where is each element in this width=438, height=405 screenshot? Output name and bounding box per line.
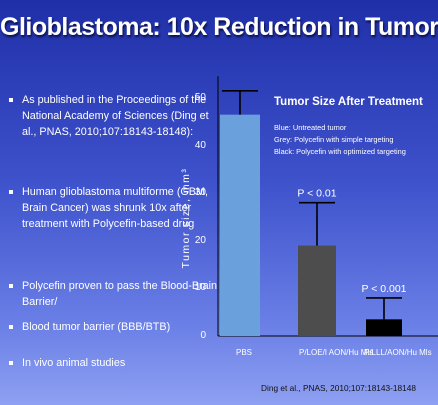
y-tick-label: 50 [194,92,206,103]
slide-title: Glioblastoma: 10x Reduction in Tumor Siz… [0,13,438,41]
legend-entry: Black: Polycefin with optimized targetin… [274,147,406,156]
x-tick-label: P/LOE/I AON/Hu Mls [299,348,374,357]
significance-label-1: P < 0.01 [297,188,336,200]
citation: Ding et al., PNAS, 2010;107:18143-18148 [261,383,416,393]
significance-label-2: P < 0.001 [361,283,406,295]
y-tick-label: 10 [194,282,206,294]
y-axis-label: Tumor size, mm³ [180,167,192,269]
legend-entry: Grey: Polycefin with simple targeting [274,135,394,144]
y-tick-label: 30 [194,187,206,199]
bullet-item: Polycefin proven to pass the Blood-Brain… [8,278,222,310]
x-tick-label: P/LLL/AON/Hu Mls [364,348,432,357]
bar-2 [366,319,402,336]
bullet-item: As published in the Proceedings of the N… [8,92,222,140]
bullet-item: Blood tumor barrier (BBB/BTB) [8,319,222,335]
chart-panel: P < 0.01 P < 0.001 Tumor Size After Treatm… [212,68,438,370]
x-tick-label: PBS [236,348,253,357]
y-tick-label: 0 [200,330,206,341]
legend-entry: Blue: Untreated tumor [274,123,347,132]
chart-title: Tumor Size After Treatment [274,96,423,108]
bar-0 [220,114,260,336]
bar-1 [298,245,336,336]
bullet-item: In vivo animal studies [8,355,222,371]
bullet-item: Human glioblastoma multiforme (GBM, Brai… [8,184,222,232]
tumor-size-chart: P < 0.01 P < 0.001 Tumor Size After Treatm… [217,76,438,337]
y-tick-label: 40 [194,139,206,151]
y-tick-label: 20 [194,234,206,246]
